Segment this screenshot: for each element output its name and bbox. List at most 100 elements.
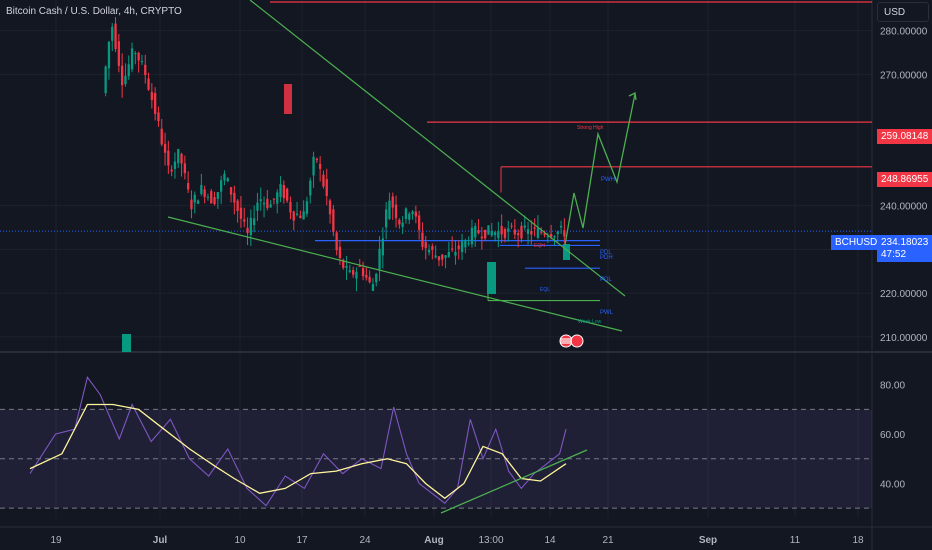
- time-label-1: Jul: [153, 535, 168, 546]
- candle-body-108: [460, 241, 464, 253]
- candle-body-29: [200, 184, 203, 194]
- time-label-5: Aug: [424, 535, 443, 546]
- candle-body-103: [444, 255, 447, 258]
- candle-body-119: [497, 231, 500, 239]
- time-label-0: 19: [50, 535, 62, 546]
- candle-body-81: [371, 284, 375, 291]
- trend-overlays: [167, 0, 637, 348]
- candle-body-34: [216, 192, 220, 199]
- candle-body-49: [266, 198, 269, 209]
- candle-body-100: [434, 255, 437, 258]
- candle-body-27: [193, 194, 196, 203]
- countdown-tag: 47:52: [877, 247, 932, 262]
- upper-trendline: [249, 0, 626, 297]
- chart-title: Bitcoin Cash / U.S. Dollar, 4h, CRYPTO: [6, 6, 182, 17]
- candle-body-96: [421, 232, 424, 247]
- candle-body-139: [563, 230, 566, 237]
- candle-body-6: [124, 75, 127, 85]
- lower-trendline: [167, 216, 623, 332]
- candle-body-0: [104, 66, 107, 94]
- candle-body-105: [450, 248, 454, 250]
- aug-green-candle: [487, 262, 496, 294]
- rsi-line: [29, 376, 567, 507]
- candle-body-107: [457, 245, 460, 250]
- candle-body-72: [342, 259, 345, 268]
- candle-body-106: [454, 251, 457, 256]
- candle-body-95: [417, 215, 421, 230]
- candle-body-73: [345, 265, 348, 268]
- candle-body-17: [160, 128, 163, 145]
- pdh-label: PDH: [600, 255, 613, 261]
- weak-low-label: Weak Low: [578, 319, 602, 325]
- eql-label: EQL: [540, 287, 550, 293]
- candle-body-68: [328, 200, 332, 215]
- time-label-7: 14: [544, 535, 556, 546]
- candle-body-39: [233, 192, 236, 203]
- candle-body-66: [322, 174, 325, 187]
- time-label-10: 11: [790, 535, 801, 546]
- candle-body-55: [285, 188, 289, 201]
- candle-body-36: [223, 173, 226, 181]
- candle-body-21: [173, 161, 177, 169]
- candle-body-88: [394, 204, 398, 219]
- candles: [104, 17, 570, 352]
- price-tick-1: 270.00000: [880, 70, 928, 81]
- candle-body-117: [490, 231, 493, 236]
- candle-body-11: [140, 61, 144, 63]
- candle-body-91: [404, 208, 408, 219]
- candle-body-124: [513, 229, 517, 235]
- candle-body-92: [408, 213, 411, 220]
- candle-body-82: [375, 273, 378, 283]
- candle-body-30: [203, 189, 206, 197]
- candle-body-51: [272, 198, 276, 200]
- candle-body-32: [210, 191, 213, 204]
- candle-body-46: [256, 202, 259, 211]
- candle-body-61: [305, 201, 309, 214]
- candle-body-60: [302, 211, 305, 220]
- candle-body-26: [190, 199, 193, 210]
- candle-body-127: [523, 225, 526, 228]
- rsi-ma-line: [29, 403, 567, 500]
- candle-body-38: [229, 187, 233, 195]
- candle-body-120: [500, 225, 503, 235]
- currency-selector[interactable]: USD: [877, 2, 929, 22]
- candle-body-133: [543, 233, 546, 236]
- last-green-candle: [563, 244, 570, 260]
- candle-body-44: [249, 217, 253, 236]
- candle-body-2: [111, 26, 114, 41]
- candle-body-113: [477, 230, 480, 234]
- time-label-9: Sep: [699, 535, 717, 546]
- candle-body-74: [348, 270, 352, 273]
- candle-body-128: [526, 229, 530, 234]
- candle-body-54: [282, 185, 286, 199]
- candle-body-16: [157, 112, 160, 122]
- projection-arrowhead: [628, 92, 637, 101]
- pdl2-label: PDL: [600, 277, 612, 283]
- candle-body-62: [309, 180, 312, 196]
- candle-body-8: [130, 48, 134, 70]
- candle-body-75: [351, 270, 355, 275]
- candle-body-25: [186, 182, 190, 190]
- candle-body-112: [474, 225, 477, 238]
- candle-body-123: [510, 225, 513, 227]
- big-red-candle: [284, 84, 292, 114]
- candle-body-115: [483, 229, 487, 239]
- candle-body-90: [401, 222, 404, 227]
- time-label-8: 21: [602, 535, 614, 546]
- time-label-6: 13:00: [478, 535, 503, 546]
- candle-body-67: [325, 179, 328, 196]
- price-tick-0: 280.00000: [880, 27, 928, 38]
- candle-body-86: [388, 200, 391, 220]
- candle-body-24: [183, 163, 187, 174]
- candle-body-87: [391, 196, 394, 208]
- rsi-tick-1: 60.00: [880, 430, 905, 441]
- candle-body-4: [117, 41, 121, 66]
- candle-body-43: [246, 227, 249, 234]
- candle-body-79: [365, 275, 368, 278]
- candle-body-42: [243, 219, 246, 222]
- candle-body-19: [167, 150, 170, 166]
- candle-body-101: [437, 256, 441, 261]
- candle-body-71: [338, 246, 342, 259]
